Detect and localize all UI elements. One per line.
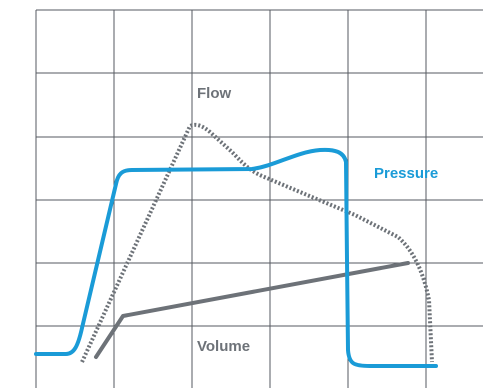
grid <box>35 9 483 388</box>
volume-curve <box>94 261 410 359</box>
pressure-label: Pressure <box>374 165 438 182</box>
flow-label: Flow <box>197 85 231 102</box>
pressure-curve <box>34 147 438 368</box>
volume-label: Volume <box>197 338 250 355</box>
